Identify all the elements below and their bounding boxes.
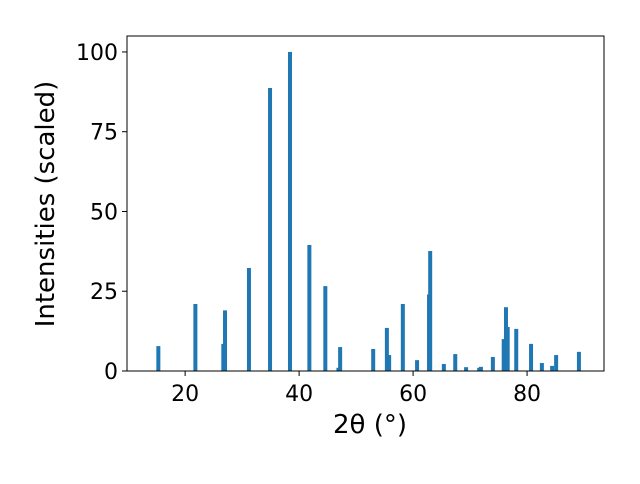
bar (400, 304, 405, 371)
x-tick-label: 20 (171, 382, 199, 407)
bar (539, 363, 544, 371)
bar (193, 304, 198, 371)
bar (246, 267, 251, 371)
bar (478, 366, 483, 371)
bar (554, 355, 559, 371)
bar (415, 360, 420, 371)
y-tick-label: 100 (76, 41, 118, 66)
bar (490, 356, 495, 371)
bar (505, 326, 510, 371)
bar (338, 347, 343, 371)
plot-frame (126, 35, 605, 372)
y-axis-label: Intensities (scaled) (31, 81, 61, 328)
bar (514, 328, 519, 371)
y-tick-label: 50 (90, 200, 118, 225)
bar (371, 348, 376, 371)
bar (428, 251, 433, 371)
y-tick-label: 25 (90, 280, 118, 305)
bar (268, 88, 273, 371)
y-tick-label: 0 (104, 360, 118, 385)
x-tick-label: 80 (513, 382, 541, 407)
bar (387, 355, 392, 371)
bar (223, 310, 228, 371)
bar (307, 244, 312, 371)
x-axis-label: 2θ (°) (333, 410, 407, 440)
bar (287, 51, 292, 371)
bar (156, 346, 161, 371)
bar (464, 367, 469, 371)
x-tick-label: 60 (399, 382, 427, 407)
bar (501, 339, 506, 371)
bar (453, 354, 458, 371)
bar (576, 351, 581, 371)
bar (441, 363, 446, 371)
bar (529, 343, 534, 371)
bar (550, 365, 555, 371)
bar (323, 286, 328, 371)
y-tick-label: 75 (90, 121, 118, 146)
bar (384, 327, 389, 371)
x-tick-label: 40 (285, 382, 313, 407)
